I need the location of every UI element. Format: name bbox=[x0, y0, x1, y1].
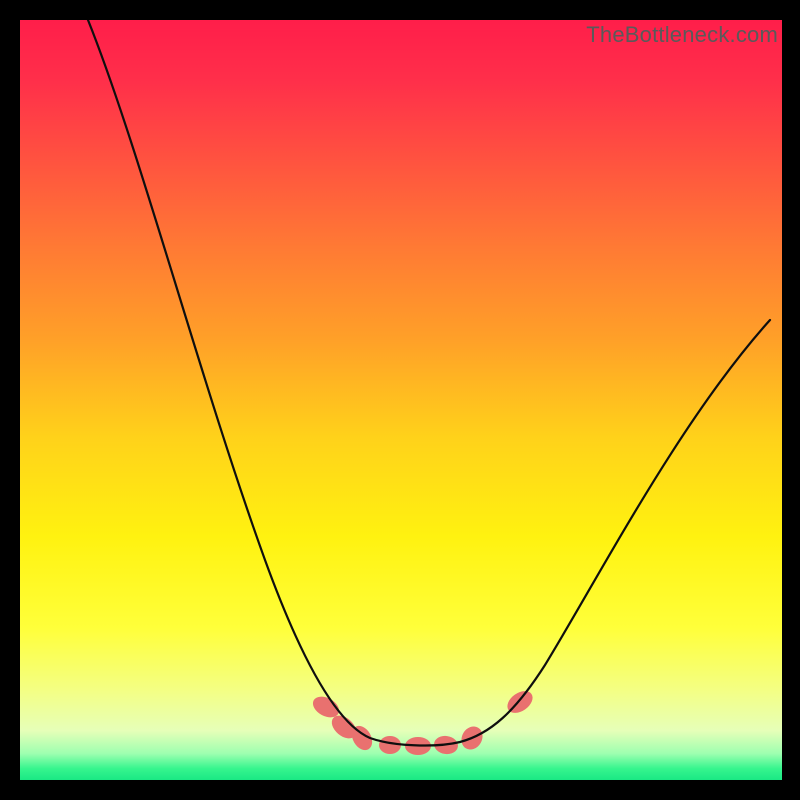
curve-layer bbox=[0, 0, 800, 800]
watermark-text: TheBottleneck.com bbox=[586, 22, 778, 48]
bottleneck-curve bbox=[88, 20, 770, 745]
chart-frame: TheBottleneck.com bbox=[0, 0, 800, 800]
